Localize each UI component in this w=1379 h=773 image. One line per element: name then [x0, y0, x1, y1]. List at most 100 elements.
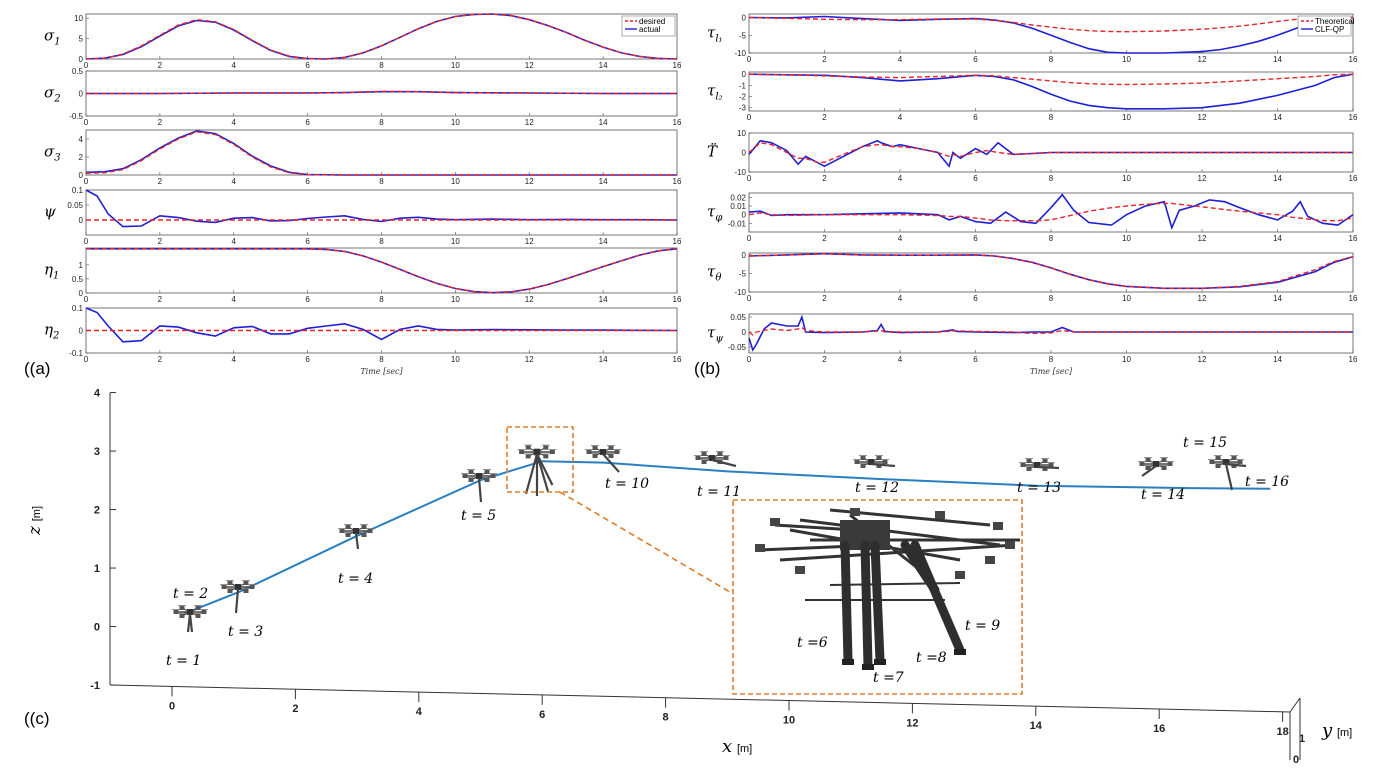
- z-tick-label: 4: [94, 388, 101, 400]
- x-tick-label: 0: [747, 174, 752, 183]
- y-tick-label: -5: [739, 31, 747, 40]
- x-tick-label: 0: [747, 294, 752, 303]
- y-axis-label: y [m]: [1321, 720, 1352, 741]
- y-tick-label: 0.02: [730, 193, 746, 202]
- x-tick-label: 0: [747, 234, 752, 243]
- x-tick-label: 10: [783, 715, 795, 727]
- y-tick-label: -0.05: [728, 343, 747, 352]
- inset-leg: [870, 540, 885, 665]
- x-tick-label: 6: [973, 234, 978, 243]
- drone-icon: [694, 451, 737, 468]
- inset-motor: [985, 556, 995, 564]
- x-tick-label: 4: [898, 294, 903, 303]
- x-tick-label: 4: [898, 355, 903, 364]
- time-label: t = 13: [1017, 480, 1061, 496]
- time-label: t = 11: [697, 484, 741, 500]
- subplot-y-label: η2: [44, 321, 59, 342]
- x-tick-label: 2: [158, 237, 163, 246]
- time-label: t = 2: [173, 586, 208, 602]
- x-tick-label: 8: [379, 177, 384, 186]
- x-tick-label: 12: [1198, 55, 1207, 64]
- inset-time-label: t = 9: [965, 618, 1000, 634]
- series-dashed: [748, 326, 1353, 336]
- x-tick-label: 2: [822, 55, 827, 64]
- y-tick-label: 0: [742, 70, 747, 79]
- y-tick-label: 0: [79, 90, 84, 99]
- inset-motor: [993, 522, 1003, 530]
- x-tick-label: 4: [232, 61, 237, 70]
- x-tick-label: 6: [973, 294, 978, 303]
- x-tick-label: 16: [673, 177, 682, 186]
- x-tick-label: 14: [1273, 55, 1282, 64]
- y-tick-label: 0.05: [730, 313, 746, 322]
- x-tick-label: 14: [599, 177, 608, 186]
- series-dashed: [748, 16, 1353, 33]
- subplot-y-label: σ3: [44, 143, 61, 164]
- x-tick-label: 16: [1349, 294, 1358, 303]
- inset-foot: [862, 664, 874, 670]
- x-tick-label: 16: [673, 355, 682, 364]
- panel-b-time-series: 0 2 4 6 8 10 12 14 16-10-50τl₁TheoreticalCLF-QP0…: [707, 14, 1358, 376]
- subplot-y-label: τl₁: [707, 24, 723, 45]
- z-tick-label: 2: [94, 505, 100, 517]
- z-axis-label: z [m]: [25, 506, 45, 536]
- z-tick-label: 0: [94, 622, 100, 634]
- x-tick-label: 0: [84, 355, 89, 364]
- inset-foot: [954, 649, 966, 655]
- x-tick-label: 0: [84, 61, 89, 70]
- inset-foot: [874, 659, 886, 665]
- z-tick-label: 3: [94, 446, 100, 458]
- y-tick-label: 5: [79, 35, 84, 44]
- y-tick-label: 0.5: [72, 275, 84, 284]
- x-tick-label: 10: [1122, 174, 1131, 183]
- subplot-y-label: τφ: [707, 203, 722, 224]
- series-dashed: [748, 252, 1354, 289]
- subplot-y-label: τl₂: [707, 82, 723, 103]
- time-label: t = 4: [338, 571, 373, 587]
- trajectory-line: [183, 460, 1271, 615]
- x-tick-label: 6: [305, 118, 310, 127]
- subplot-y-label: ψ: [44, 203, 56, 221]
- x-tick-label: 12: [1198, 355, 1207, 364]
- drone-icon: [517, 444, 557, 496]
- drone-icon: [220, 580, 256, 614]
- inset-time-label: t =6: [797, 635, 828, 651]
- z-tick-label: -1: [90, 680, 100, 692]
- series-dashed: [748, 73, 1354, 86]
- time-label: t = 5: [461, 508, 496, 524]
- x-tick-label: 12: [525, 61, 534, 70]
- x-tick-label: 14: [599, 118, 608, 127]
- x-tick-label: 8: [1049, 174, 1054, 183]
- drone-icon: [1019, 458, 1060, 471]
- x-tick-label: 0: [169, 700, 175, 712]
- x-tick-label: 10: [1122, 355, 1131, 364]
- x-tick-label: 4: [898, 174, 903, 183]
- x-tick-label: 6: [539, 709, 545, 721]
- drone-icon: [1208, 455, 1247, 491]
- drone-icon: [172, 605, 208, 633]
- x-tick-label: 14: [1273, 174, 1282, 183]
- series-dashed: [85, 131, 677, 176]
- x-tick-label: 14: [1030, 720, 1043, 732]
- inset-motor: [795, 566, 805, 574]
- time-label: t = 10: [605, 476, 649, 492]
- subplot-frame-1: [748, 13, 1354, 54]
- y-tick-label: 0: [742, 211, 747, 220]
- subplot-y-label: τψ: [707, 324, 723, 345]
- y-tick-label: 1: [79, 261, 84, 270]
- x-tick-label: 14: [1273, 294, 1282, 303]
- x-tick-label: 2: [292, 703, 298, 715]
- inset-drone-illustration: [755, 508, 1020, 670]
- x-tick-label: 14: [599, 295, 608, 304]
- x-tick-label: 14: [1273, 113, 1282, 122]
- y-tick-label: -2: [739, 93, 747, 102]
- y-tick-label: 0: [79, 327, 84, 336]
- x-tick-label: 14: [599, 355, 608, 364]
- x-tick-label: 8: [1049, 55, 1054, 64]
- x-tick-label: 14: [1273, 355, 1282, 364]
- panel-label-a: ((a): [24, 359, 50, 378]
- x-tick-label: 10: [451, 237, 460, 246]
- inset-motor: [850, 508, 860, 516]
- y-tick-label: 0.5: [72, 67, 84, 76]
- y-tick-label: 2: [79, 153, 84, 162]
